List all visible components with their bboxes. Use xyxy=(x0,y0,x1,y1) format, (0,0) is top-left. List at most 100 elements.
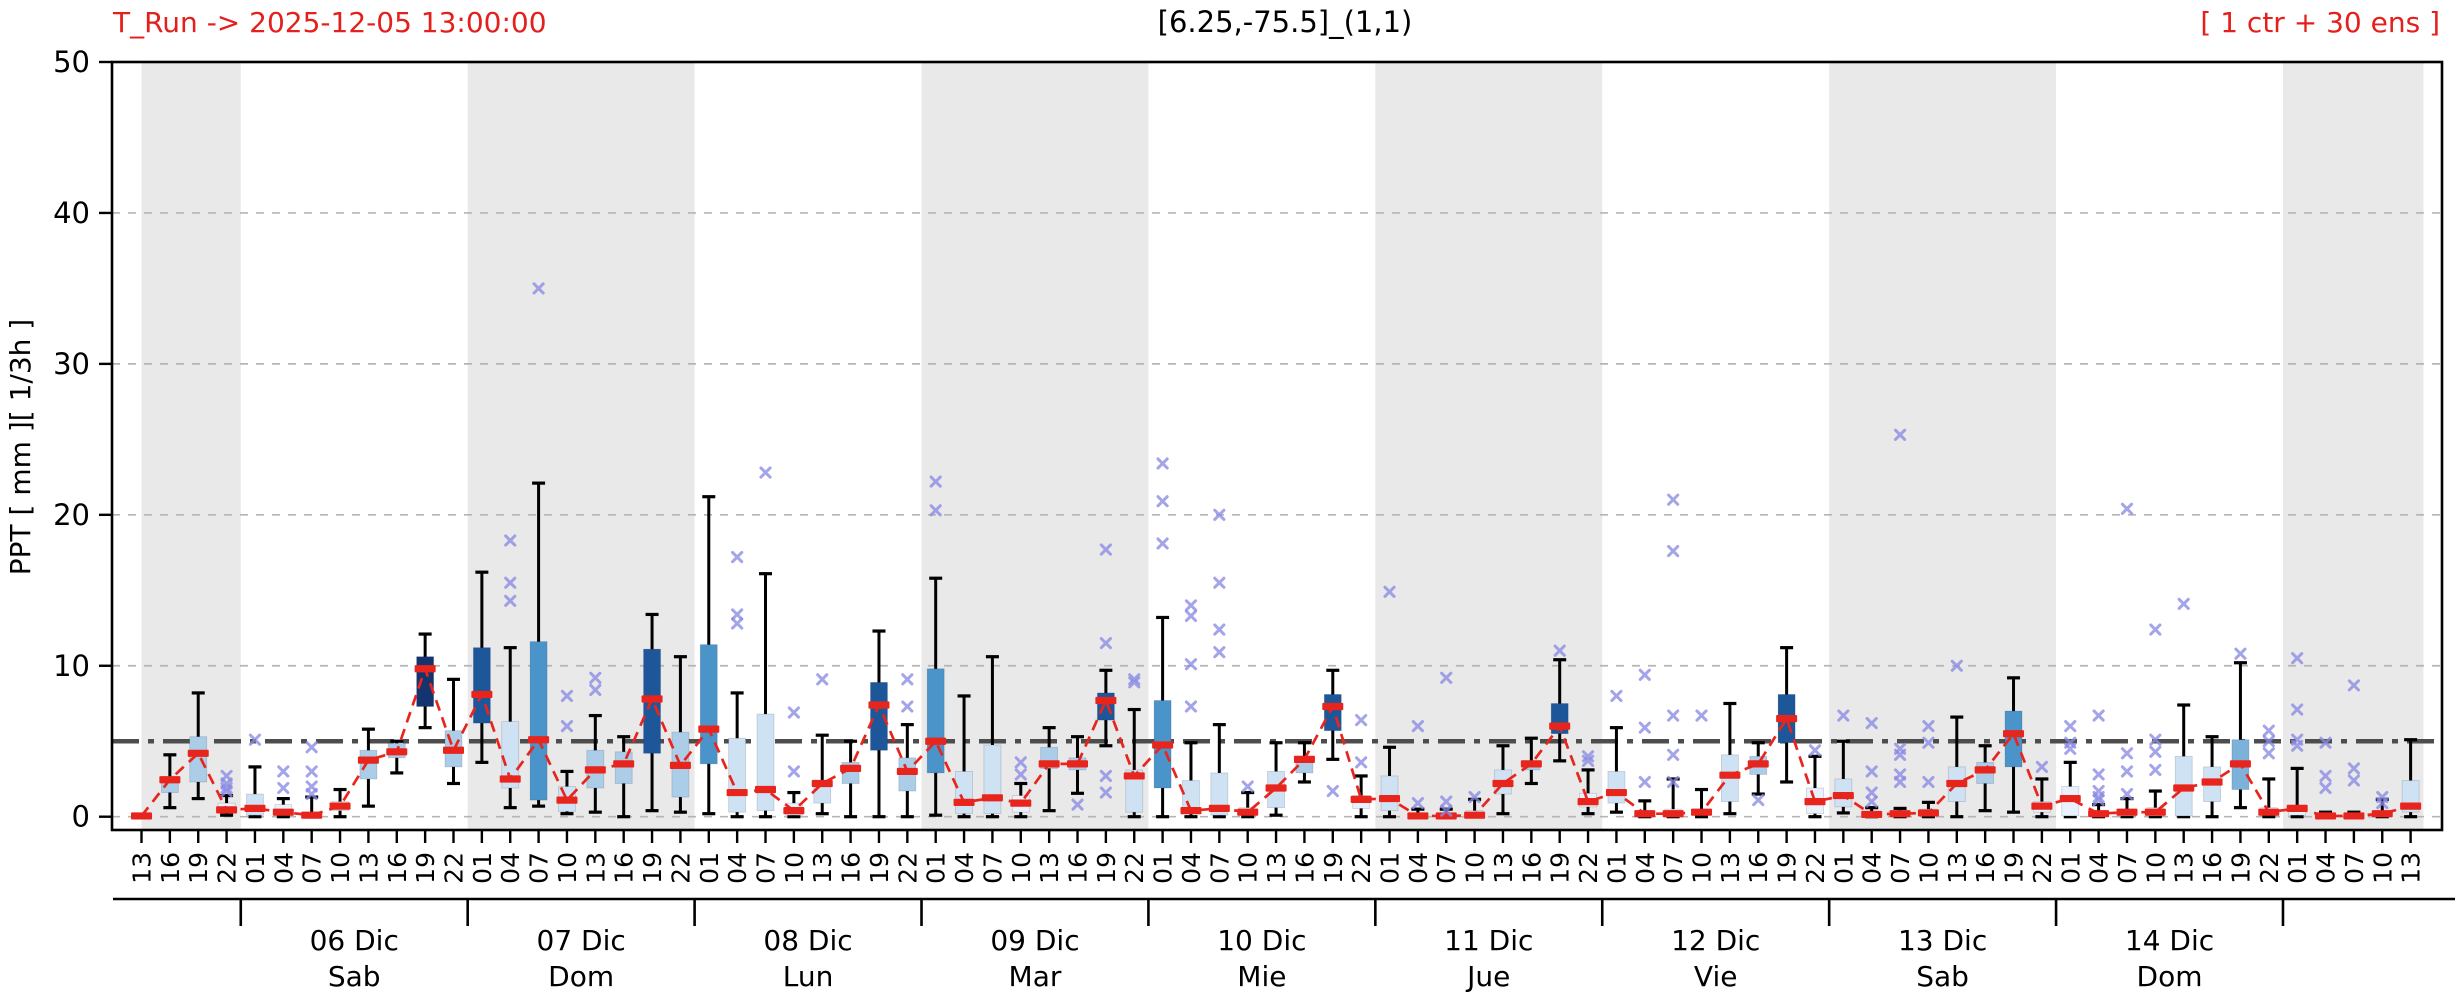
day-weekday-label: Mar xyxy=(1009,960,1062,993)
svg-text:01: 01 xyxy=(468,852,497,884)
svg-text:22: 22 xyxy=(1120,852,1149,884)
svg-text:10: 10 xyxy=(1007,852,1036,884)
svg-text:10: 10 xyxy=(553,852,582,884)
svg-text:30: 30 xyxy=(53,347,90,381)
day-weekday-label: Dom xyxy=(548,960,614,993)
svg-text:07: 07 xyxy=(1886,852,1915,884)
svg-text:07: 07 xyxy=(2113,852,2142,884)
svg-text:07: 07 xyxy=(978,852,1007,884)
svg-text:13: 13 xyxy=(128,852,157,884)
svg-text:04: 04 xyxy=(2085,852,2114,884)
svg-text:16: 16 xyxy=(610,852,639,884)
svg-text:10: 10 xyxy=(1234,852,1263,884)
svg-text:01: 01 xyxy=(1376,852,1405,884)
box-item xyxy=(416,632,435,730)
svg-text:07: 07 xyxy=(1432,852,1461,884)
svg-text:10: 10 xyxy=(2368,852,2397,884)
day-label: 06 Dic xyxy=(310,924,399,957)
svg-text:04: 04 xyxy=(1404,852,1433,884)
svg-text:22: 22 xyxy=(1574,852,1603,884)
svg-text:01: 01 xyxy=(1602,852,1631,884)
box-item xyxy=(2061,760,2080,819)
gridlines xyxy=(112,212,2442,818)
svg-text:16: 16 xyxy=(2198,852,2227,884)
day-label: 09 Dic xyxy=(990,924,1079,957)
day-weekday-label: Dom xyxy=(2137,960,2203,993)
ensemble-count-label: [ 1 ctr + 30 ens ] xyxy=(2200,6,2440,39)
svg-text:19: 19 xyxy=(1773,852,1802,884)
box-item xyxy=(2174,703,2193,819)
svg-text:04: 04 xyxy=(269,852,298,884)
box-item xyxy=(728,691,747,819)
svg-text:16: 16 xyxy=(383,852,412,884)
svg-text:22: 22 xyxy=(440,852,469,884)
box-item xyxy=(699,495,718,816)
box-item xyxy=(1267,741,1285,817)
svg-text:19: 19 xyxy=(411,852,440,884)
svg-text:19: 19 xyxy=(865,852,894,884)
svg-text:07: 07 xyxy=(525,852,554,884)
svg-text:07: 07 xyxy=(298,852,327,884)
svg-text:16: 16 xyxy=(1971,852,2000,884)
svg-text:04: 04 xyxy=(1858,852,1887,884)
svg-text:13: 13 xyxy=(2170,852,2199,884)
day-weekday-label: Sab xyxy=(328,960,381,993)
svg-text:16: 16 xyxy=(837,852,866,884)
box-item xyxy=(2231,661,2250,810)
plot-area: 13 16 19 22 01 04 07 10 13 16 19 22 01 04 07 10 13 16 19 22… xyxy=(53,45,2455,993)
svg-text:13: 13 xyxy=(354,852,383,884)
box-item xyxy=(614,735,633,819)
svg-text:04: 04 xyxy=(1177,852,1206,884)
box-item xyxy=(2203,735,2221,819)
svg-text:10: 10 xyxy=(2141,852,2170,884)
svg-text:01: 01 xyxy=(2056,852,2085,884)
svg-text:13: 13 xyxy=(1489,852,1518,884)
svg-text:10: 10 xyxy=(1688,852,1717,884)
svg-text:13: 13 xyxy=(1943,852,1972,884)
svg-text:13: 13 xyxy=(1262,852,1291,884)
svg-text:13: 13 xyxy=(581,852,610,884)
day-weekday-label: Lun xyxy=(783,960,834,993)
x-axis: 13 16 19 22 01 04 07 10 13 16 19 22 01 04 07 10 13 16 19 22… xyxy=(128,830,2426,884)
box-item xyxy=(1153,615,1172,819)
svg-text:19: 19 xyxy=(1319,852,1348,884)
outlier-markers xyxy=(220,282,2389,817)
box-item xyxy=(813,733,832,816)
svg-text:19: 19 xyxy=(184,852,213,884)
svg-text:04: 04 xyxy=(496,852,525,884)
svg-text:01: 01 xyxy=(922,852,951,884)
y-axis: 0 10 20 30 40 50 xyxy=(53,45,112,834)
svg-text:01: 01 xyxy=(2283,852,2312,884)
box-item xyxy=(189,691,208,801)
box-item xyxy=(756,572,775,819)
svg-text:13: 13 xyxy=(808,852,837,884)
svg-text:01: 01 xyxy=(1829,852,1858,884)
svg-text:16: 16 xyxy=(1290,852,1319,884)
svg-text:04: 04 xyxy=(950,852,979,884)
box-item xyxy=(1210,723,1229,819)
svg-text:01: 01 xyxy=(1149,852,1178,884)
svg-text:22: 22 xyxy=(2255,852,2284,884)
day-label: 12 Dic xyxy=(1671,924,1760,957)
svg-text:10: 10 xyxy=(1461,852,1490,884)
svg-text:04: 04 xyxy=(1631,852,1660,884)
box-item xyxy=(870,629,888,819)
median-markers xyxy=(131,665,2422,820)
day-label: 11 Dic xyxy=(1444,924,1533,957)
day-label: 10 Dic xyxy=(1217,924,1306,957)
svg-text:0: 0 xyxy=(72,800,90,834)
box-item xyxy=(926,576,945,817)
box-item xyxy=(529,481,548,808)
svg-text:04: 04 xyxy=(723,852,752,884)
svg-text:01: 01 xyxy=(695,852,724,884)
svg-text:16: 16 xyxy=(1064,852,1093,884)
box-item xyxy=(1806,754,1824,819)
day-weekday-label: Mie xyxy=(1237,960,1286,993)
svg-text:50: 50 xyxy=(53,45,90,79)
day-weekday-label: Jue xyxy=(1465,960,1510,993)
svg-text:19: 19 xyxy=(1546,852,1575,884)
svg-text:19: 19 xyxy=(638,852,667,884)
box-item xyxy=(1777,646,1796,784)
